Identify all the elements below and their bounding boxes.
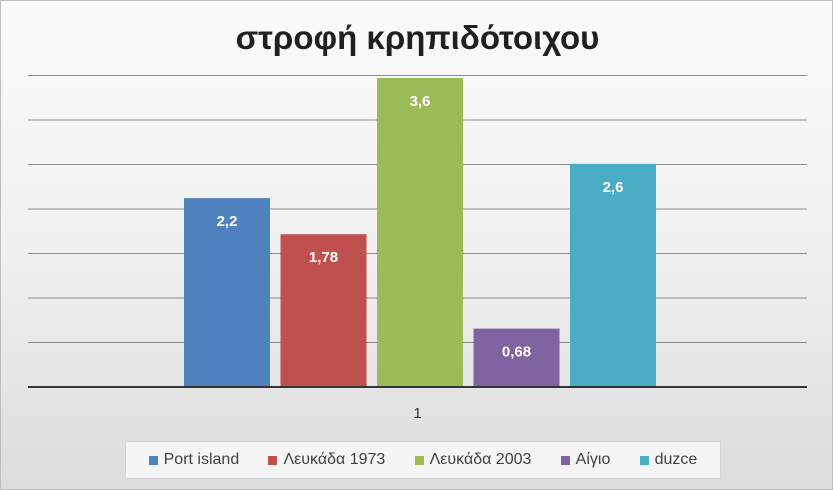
legend-swatch	[148, 455, 158, 465]
data-label: 3,6	[410, 93, 431, 110]
legend-label: Port island	[163, 451, 240, 468]
data-label: 1,78	[309, 249, 338, 266]
bar	[184, 198, 270, 387]
legend-label: Λευκάδα 2003	[429, 451, 532, 468]
data-label: 0,68	[502, 344, 531, 361]
bar	[473, 328, 560, 387]
legend-item: Port island	[148, 451, 240, 469]
bar	[570, 163, 656, 387]
data-label: 2,2	[217, 213, 238, 230]
legend-item: duzce	[639, 451, 698, 469]
legend-swatch	[639, 455, 649, 465]
legend-item: Λευκάδα 2003	[414, 451, 532, 469]
legend-swatch	[268, 455, 278, 465]
legend-label: Αίγιο	[575, 451, 611, 468]
legend-label: Λευκάδα 1973	[283, 451, 386, 468]
bar	[377, 78, 463, 387]
data-label: 2,6	[603, 179, 624, 196]
plot-area: 2,2 1,78 3,6 0,68 2,6 1	[28, 75, 807, 422]
bar	[280, 234, 367, 387]
legend-item: Αίγιο	[560, 451, 611, 469]
legend-item: Λευκάδα 1973	[268, 451, 385, 469]
x-tick-label: 1	[413, 405, 421, 422]
legend-swatch	[414, 455, 424, 465]
legend-label: duzce	[654, 451, 698, 468]
legend-swatch	[560, 455, 570, 465]
chart-title: στροφή κρηπιδότοιχου	[235, 19, 600, 56]
legend: Port island Λευκάδα 1973 Λευκάδα 2003 Αίγιο…	[125, 441, 721, 479]
